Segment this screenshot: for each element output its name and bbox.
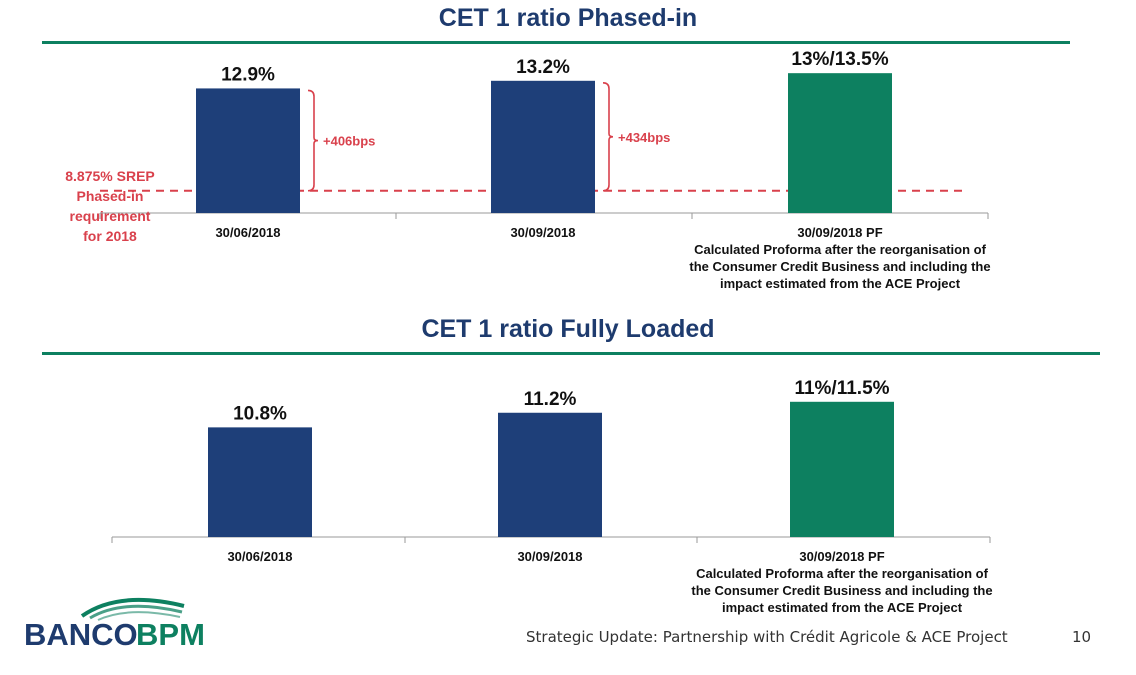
banco-bpm-logo: BANCO BPM [24, 597, 205, 652]
chart-title-phased-in: CET 1 ratio Phased-in [438, 4, 698, 32]
bar-30-06-2018 [208, 427, 312, 537]
title-divider-phased-in [42, 41, 1070, 44]
bar-value-label: 10.8% [233, 403, 287, 424]
srep-label-line: for 2018 [83, 228, 137, 244]
bps-annotation: +406bps [323, 134, 375, 149]
bar-value-label: 13%/13.5% [791, 49, 888, 70]
logo-text-bpm: BPM [136, 617, 205, 652]
page-number: 10 [1072, 628, 1092, 646]
logo-text-banco: BANCO [24, 617, 138, 652]
category-label: 30/09/2018 [517, 549, 582, 564]
bar-30-09-2018 [491, 80, 595, 214]
category-label: 30/09/2018 [510, 225, 575, 240]
bar-30-09-2018 [498, 412, 602, 537]
chart-title-fully-loaded: CET 1 ratio Fully Loaded [421, 315, 715, 343]
category-label: 30/09/2018 PF [799, 549, 884, 564]
srep-label-line: requirement [70, 208, 151, 224]
bar-value-label: 12.9% [221, 64, 275, 85]
bar-value-label: 11.2% [524, 389, 577, 410]
bps-annotation: +434bps [618, 130, 670, 145]
bar-30-09-2018-PF [790, 401, 894, 537]
chart-fully-loaded: 10.8% 30/06/2018 11.2% 30/09/2018 11%/11.5% 3… [111, 378, 993, 615]
category-label: 30/06/2018 [227, 549, 292, 564]
category-note-line: impact estimated from the ACE Project [722, 600, 963, 615]
chart-phased-in: 8.875% SREP Phased-in requirement for 2018 1… [65, 49, 990, 291]
footer-caption: Strategic Update: Partnership with Crédi… [526, 628, 1008, 646]
bar-30-06-2018 [196, 88, 300, 213]
title-divider-fully-loaded [42, 352, 1100, 355]
bar-value-label: 11%/11.5% [794, 378, 889, 399]
category-note-line: the Consumer Credit Business and includi… [691, 583, 992, 598]
category-note-line: Calculated Proforma after the reorganisa… [696, 566, 989, 581]
category-note-line: Calculated Proforma after the reorganisa… [694, 242, 987, 257]
category-note-line: impact estimated from the ACE Project [720, 276, 961, 291]
category-label: 30/06/2018 [215, 225, 280, 240]
category-label: 30/09/2018 PF [797, 225, 882, 240]
bps-brace [602, 81, 614, 192]
srep-label-line: 8.875% SREP [65, 168, 155, 184]
bps-brace [307, 89, 319, 192]
srep-label-line: Phased-in [77, 188, 144, 204]
category-note-line: the Consumer Credit Business and includi… [689, 259, 990, 274]
bar-30-09-2018-PF [788, 73, 892, 213]
bar-value-label: 13.2% [516, 57, 570, 78]
